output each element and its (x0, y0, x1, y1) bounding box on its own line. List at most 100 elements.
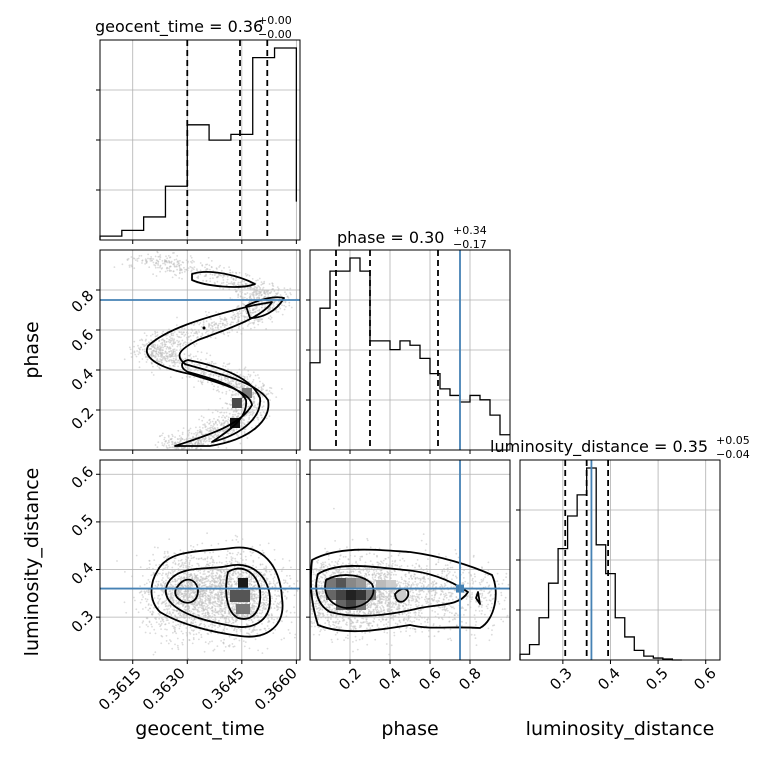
scatter-point (263, 384, 265, 386)
scatter-point (213, 362, 215, 365)
scatter-point (155, 621, 158, 624)
scatter-point (237, 314, 240, 317)
scatter-point (237, 551, 240, 554)
scatter-point (191, 583, 194, 586)
scatter-point (277, 608, 279, 610)
scatter-point (228, 331, 231, 334)
scatter-point (290, 306, 293, 309)
scatter-point (209, 562, 211, 565)
scatter-point (141, 348, 144, 351)
scatter-point (273, 301, 276, 304)
scatter-point (169, 270, 171, 272)
scatter-point (173, 259, 176, 261)
scatter-point (194, 595, 196, 598)
scatter-point (240, 315, 243, 317)
scatter-point (128, 266, 131, 268)
scatter-point (234, 288, 237, 291)
scatter-point (263, 306, 266, 309)
scatter-point (241, 291, 243, 294)
scatter-point (251, 414, 254, 416)
scatter-point (137, 611, 140, 614)
scatter-point (170, 350, 172, 352)
scatter-point (226, 322, 229, 325)
hist-luminosity-distance (516, 459, 721, 664)
scatter-point (263, 602, 266, 605)
scatter-point (205, 598, 207, 601)
scatter-point (181, 616, 183, 619)
scatter-point (251, 381, 254, 383)
scatter-point (188, 431, 191, 434)
scatter-point (225, 560, 228, 563)
scatter-point (174, 557, 177, 560)
scatter-point (179, 439, 182, 441)
scatter-point (224, 596, 226, 599)
scatter-point (223, 572, 226, 575)
scatter-point (171, 647, 174, 650)
scatter-point (255, 593, 258, 596)
scatter-point (205, 331, 207, 334)
scatter-point (233, 385, 236, 388)
scatter-point (223, 267, 225, 269)
scatter-point (236, 416, 239, 418)
scatter-point (154, 350, 157, 353)
scatter-point (208, 564, 211, 567)
scatter-point (233, 393, 236, 396)
scatter-point (230, 585, 233, 587)
scatter-point (168, 608, 170, 610)
scatter-point (158, 617, 161, 620)
scatter-point (210, 424, 213, 427)
scatter-point (189, 584, 192, 587)
scatter-point (172, 252, 174, 254)
scatter-point (193, 592, 196, 595)
scatter-point (294, 633, 297, 636)
histogram-bar (440, 389, 450, 450)
scatter-point (209, 641, 211, 643)
scatter-point (253, 326, 256, 329)
scatter-point (267, 542, 270, 545)
scatter-point (153, 591, 156, 593)
scatter-point (188, 367, 190, 370)
scatter-point (222, 365, 225, 367)
scatter-point (252, 294, 255, 297)
scatter-point (276, 617, 279, 620)
scatter-point (178, 435, 181, 437)
scatter-point (183, 353, 186, 355)
scatter-point (185, 438, 188, 441)
scatter-point (175, 349, 178, 351)
scatter-point (136, 260, 139, 262)
scatter-point (259, 292, 261, 294)
scatter-point (154, 354, 157, 356)
scatter-point (207, 570, 209, 573)
scatter-point (187, 565, 190, 568)
scatter-point (232, 570, 235, 573)
scatter-point (214, 337, 217, 339)
scatter-point (261, 382, 264, 385)
scatter-point (150, 574, 153, 577)
scatter-point (235, 290, 238, 293)
scatter-point (230, 321, 233, 324)
scatter-point (255, 294, 257, 296)
scatter-point (137, 257, 140, 260)
scatter-point (145, 590, 148, 592)
scatter-point (148, 581, 151, 583)
scatter-point (170, 359, 173, 361)
scatter-point (158, 599, 161, 601)
scatter-point (199, 598, 202, 601)
scatter-point (198, 418, 201, 421)
scatter-point (257, 594, 260, 597)
scatter-point (164, 359, 167, 361)
scatter-point (165, 352, 168, 354)
scatter-point (154, 651, 157, 654)
scatter-point (196, 613, 199, 616)
scatter-point (250, 327, 252, 330)
scatter-point (199, 623, 201, 626)
scatter-point (166, 360, 168, 363)
scatter-point (204, 594, 207, 597)
scatter-point (240, 573, 242, 576)
scatter-point (256, 318, 258, 321)
scatter-point (128, 346, 131, 349)
histogram-bar (615, 618, 625, 660)
scatter-point (217, 542, 220, 545)
scatter-point (134, 259, 137, 261)
scatter-point (179, 342, 182, 345)
